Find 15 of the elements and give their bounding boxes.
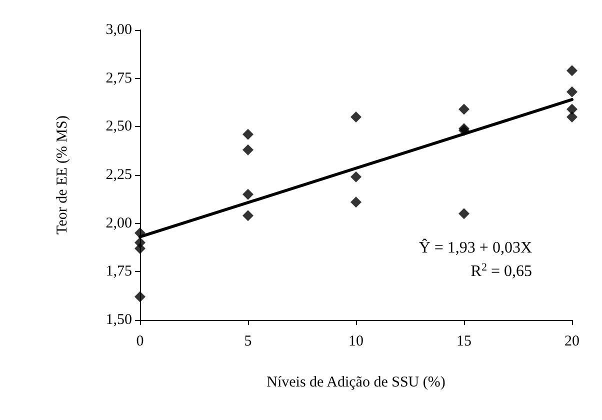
y-tick-label: 3,00 <box>106 22 132 38</box>
y-tick-label: 2,75 <box>106 70 132 86</box>
x-tick-label: 20 <box>564 334 580 350</box>
x-axis-title: Níveis de Adição de SSU (%) <box>266 374 446 390</box>
x-tick-label: 15 <box>456 334 472 350</box>
y-tick-label: 2,00 <box>106 215 132 232</box>
y-tick-label: 2,25 <box>106 167 132 183</box>
x-tick-label: 10 <box>348 334 364 350</box>
y-tick-label: 1,50 <box>106 312 132 328</box>
x-tick-label: 5 <box>244 334 252 350</box>
annotation: Ŷ = 1,93 + 0,03X <box>418 238 532 256</box>
y-tick-label: 2,50 <box>106 118 132 135</box>
x-tick-label: 0 <box>136 334 144 350</box>
y-axis-title: Teor de EE (% MS) <box>54 116 70 234</box>
y-tick-label: 1,75 <box>106 264 132 280</box>
